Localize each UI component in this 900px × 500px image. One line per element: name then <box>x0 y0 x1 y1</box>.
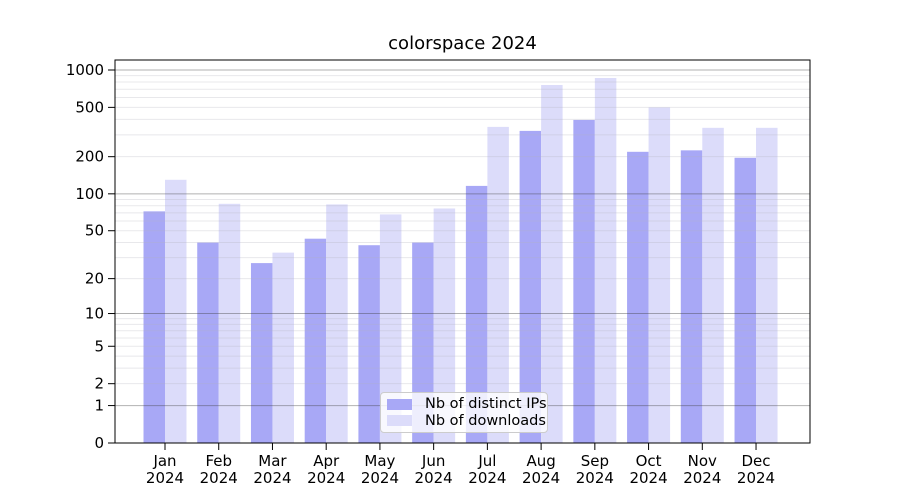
y-tick-label: 1000 <box>66 61 104 79</box>
bar-downloads-aug <box>541 85 563 443</box>
plot-border <box>114 59 811 444</box>
bar-downloads-jul <box>487 126 509 443</box>
bar-distinct-ips-apr <box>304 238 327 443</box>
legend: Nb of distinct IPs Nb of downloads <box>380 392 548 433</box>
bar-distinct-ips-sep <box>573 119 595 444</box>
y-tick-label: 500 <box>75 98 104 116</box>
x-tick-label-year: 2024 <box>253 469 291 487</box>
x-tick-label-year: 2024 <box>146 469 184 487</box>
x-tick-label-year: 2024 <box>361 469 399 487</box>
x-tick-label-month: Dec <box>742 452 771 470</box>
legend-swatch-distinct-ips <box>387 398 412 410</box>
x-tick-label-year: 2024 <box>522 469 560 487</box>
legend-item-distinct-ips: Nb of distinct IPs <box>387 396 547 413</box>
bar-downloads-dec <box>756 127 778 443</box>
x-tick-label-year: 2024 <box>683 469 721 487</box>
x-tick-label-month: Jul <box>477 452 496 470</box>
bar-distinct-ips-nov <box>680 150 703 443</box>
x-tick-label-month: Oct <box>636 452 662 470</box>
x-tick-label-year: 2024 <box>576 469 614 487</box>
bar-downloads-jan <box>165 179 187 443</box>
bar-downloads-sep <box>594 78 617 444</box>
bar-downloads-nov <box>702 127 724 443</box>
x-tick-label-year: 2024 <box>200 469 238 487</box>
legend-swatch-downloads <box>387 415 412 427</box>
bar-distinct-ips-jul <box>465 185 488 443</box>
x-tick-label-month: Mar <box>258 452 287 470</box>
x-tick-label-year: 2024 <box>307 469 345 487</box>
y-tick-label: 5 <box>94 337 104 355</box>
x-tick-label-year: 2024 <box>415 469 453 487</box>
y-tick-label: 50 <box>85 222 104 240</box>
y-tick-label: 0 <box>94 434 104 452</box>
y-tick-label: 2 <box>94 375 104 393</box>
y-tick-label: 20 <box>85 270 104 288</box>
bar-distinct-ips-aug <box>519 130 542 443</box>
x-tick-label-year: 2024 <box>737 469 775 487</box>
bar-distinct-ips-feb <box>197 242 219 443</box>
bar-downloads-apr <box>326 204 348 443</box>
x-tick-label-month: Nov <box>688 452 717 470</box>
legend-label-distinct-ips: Nb of distinct IPs <box>425 396 547 413</box>
x-tick-label-month: Jun <box>421 452 445 470</box>
bar-downloads-oct <box>648 107 671 443</box>
x-tick-label-month: Aug <box>526 452 555 470</box>
y-tick-label: 100 <box>75 185 104 203</box>
y-tick-label: 10 <box>85 305 104 323</box>
legend-label-downloads: Nb of downloads <box>425 412 546 429</box>
x-tick-label-month: Apr <box>313 452 340 470</box>
bar-distinct-ips-jan <box>143 211 165 443</box>
legend-item-downloads: Nb of downloads <box>387 413 546 430</box>
bar-distinct-ips-dec <box>734 157 757 443</box>
bar-downloads-may <box>379 214 402 443</box>
chart-title: colorspace 2024 <box>388 33 537 54</box>
x-tick-label-month: Jan <box>152 452 176 470</box>
x-tick-label-year: 2024 <box>468 469 506 487</box>
bar-downloads-feb <box>218 203 241 443</box>
bar-downloads-mar <box>272 252 294 443</box>
y-tick-label: 1 <box>94 397 104 415</box>
x-tick-label-month: Feb <box>205 452 232 470</box>
bar-downloads-jun <box>433 208 456 443</box>
bar-distinct-ips-mar <box>250 263 273 443</box>
x-tick-label-year: 2024 <box>629 469 667 487</box>
bar-distinct-ips-oct <box>627 151 649 444</box>
x-tick-label-month: Sep <box>581 452 609 470</box>
y-tick-label: 200 <box>75 148 104 166</box>
x-tick-label-month: May <box>364 452 395 470</box>
bar-distinct-ips-may <box>358 245 380 443</box>
